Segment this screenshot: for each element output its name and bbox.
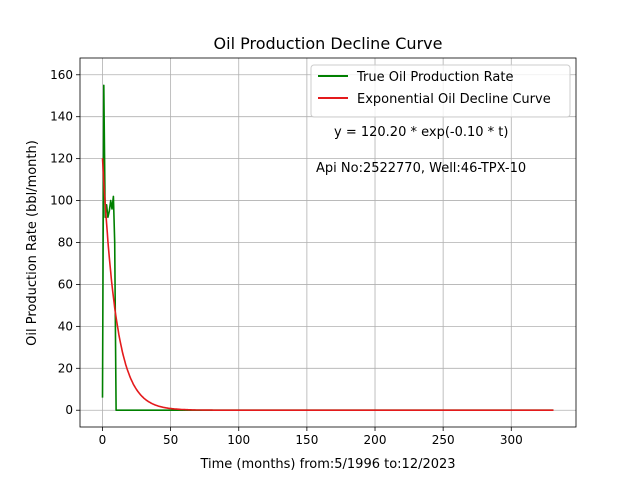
y-tick-label: 0 (65, 403, 73, 417)
series-exponential-decline-curve (101, 158, 554, 412)
x-tick-label: 250 (432, 433, 455, 447)
y-tick-label: 40 (58, 319, 73, 333)
y-tick-label: 20 (58, 361, 73, 375)
x-tick-label: 300 (500, 433, 523, 447)
y-tick-label: 80 (58, 236, 73, 250)
y-tick-label: 160 (50, 68, 73, 82)
legend: True Oil Production Rate Exponential Oil… (310, 64, 571, 118)
x-tick-label: 100 (227, 433, 250, 447)
x-axis-label: Time (months) from:5/1996 to:12/2023 (199, 457, 455, 472)
chart-title: Oil Production Decline Curve (214, 34, 443, 53)
y-tick-label: 120 (50, 152, 73, 166)
x-tick-label: 150 (295, 433, 318, 447)
legend-box (310, 64, 571, 118)
legend-label-true-rate: True Oil Production Rate (356, 70, 513, 85)
plot-series (101, 84, 554, 412)
y-tick-label: 100 (50, 194, 73, 208)
x-tick-label: 50 (163, 433, 178, 447)
well-annotation: Api No:2522770, Well:46-TPX-10 (316, 161, 526, 176)
y-tick-label: 140 (50, 110, 73, 124)
y-tick-label: 60 (58, 277, 73, 291)
x-tick-label: 0 (99, 433, 107, 447)
x-tick-label: 200 (364, 433, 387, 447)
y-axis-label: Oil Production Rate (bbl/month) (25, 140, 40, 346)
axis-ticks: 0 50 100 150 200 250 300 0 20 40 60 80 100 120 140 160 (50, 68, 523, 447)
equation-annotation: y = 120.20 * exp(-0.10 * t) (334, 125, 508, 140)
legend-label-decline-curve: Exponential Oil Decline Curve (357, 92, 551, 107)
